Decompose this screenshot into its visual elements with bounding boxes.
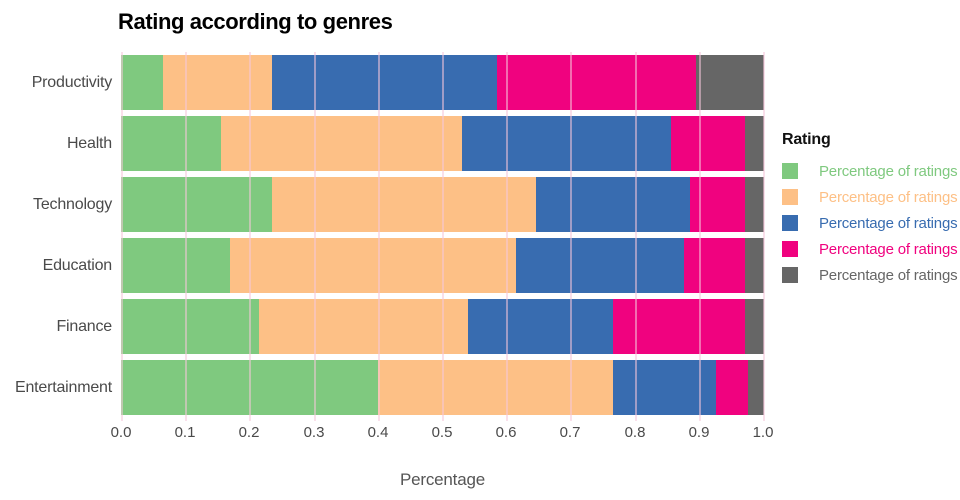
bar-segment <box>744 238 764 293</box>
bar-segment <box>121 299 260 354</box>
bar-segment <box>715 360 748 415</box>
y-axis-label-health: Health <box>66 134 112 152</box>
bar-segment <box>230 238 517 293</box>
bar-segment <box>744 299 764 354</box>
y-axis-label-finance: Finance <box>56 317 112 335</box>
x-tick-label: 0.3 <box>303 424 325 441</box>
y-axis-label-productivity: Productivity <box>31 73 112 91</box>
gridline <box>635 52 637 421</box>
gridline <box>249 52 251 421</box>
legend-label: Percentage of ratings be <box>819 240 960 258</box>
bar-segment <box>259 299 469 354</box>
bar-segment <box>378 360 613 415</box>
bar-segment <box>497 55 697 110</box>
legend-items: Percentage of ratings be Percentage of ra… <box>782 158 960 288</box>
legend: Rating Percentage of ratings bePercentag… <box>782 131 960 288</box>
gridline <box>763 52 765 421</box>
bar-segment <box>272 55 498 110</box>
bar-row-education <box>121 238 764 293</box>
x-tick-label: 0.8 <box>624 424 646 441</box>
x-tick-label: 0.9 <box>688 424 710 441</box>
bar-segment <box>220 116 462 171</box>
legend-label: Percentage of ratings be <box>819 188 960 206</box>
x-tick-label: 0.6 <box>495 424 517 441</box>
bar-segment <box>670 116 745 171</box>
bar-segment <box>612 360 716 415</box>
chart-title: Rating according to genres <box>118 9 393 34</box>
bar-segment <box>121 55 163 110</box>
gridline <box>570 52 572 421</box>
legend-label: Percentage of ratings be <box>819 214 960 232</box>
legend-swatch <box>782 163 798 179</box>
gridline <box>121 52 123 421</box>
bar-row-finance <box>121 299 764 354</box>
bar-segment <box>744 177 764 232</box>
bar-segment <box>468 299 613 354</box>
bar-segment <box>121 238 231 293</box>
plot-area <box>121 52 765 421</box>
bar-row-productivity <box>121 55 764 110</box>
bar-segment <box>461 116 671 171</box>
gridline <box>314 52 316 421</box>
bar-segment <box>121 116 221 171</box>
bar-segment <box>121 177 273 232</box>
x-axis-title: Percentage <box>400 470 485 489</box>
bar-segment <box>744 116 764 171</box>
x-tick-label: 0.4 <box>367 424 389 441</box>
legend-item: Percentage of ratings be <box>782 184 960 210</box>
y-axis-label-technology: Technology <box>33 195 112 213</box>
bar-segment <box>683 238 745 293</box>
legend-swatch <box>782 267 798 283</box>
bar-segment <box>516 238 684 293</box>
legend-item: Percentage of ratings ab <box>782 262 960 288</box>
gridline <box>378 52 380 421</box>
y-axis-label-entertainment: Entertainment <box>14 378 112 396</box>
x-tick-label: 0.0 <box>110 424 132 441</box>
bar-segment <box>162 55 273 110</box>
legend-title: Rating <box>782 131 831 148</box>
legend-swatch <box>782 241 798 257</box>
bar-segment <box>696 55 764 110</box>
legend-label: Percentage of ratings ab <box>819 266 960 284</box>
bar-segment <box>272 177 536 232</box>
legend-label: Percentage of ratings be <box>819 162 960 180</box>
legend-item: Percentage of ratings be <box>782 210 960 236</box>
legend-item: Percentage of ratings be <box>782 158 960 184</box>
y-axis-label-education: Education <box>42 256 113 274</box>
legend-item: Percentage of ratings be <box>782 236 960 262</box>
x-tick-label: 0.2 <box>238 424 260 441</box>
legend-swatch <box>782 215 798 231</box>
gridline <box>185 52 187 421</box>
gridline <box>442 52 444 421</box>
gridline <box>699 52 701 421</box>
bar-segment <box>747 360 764 415</box>
bar-segment <box>612 299 745 354</box>
x-tick-label: 0.7 <box>559 424 581 441</box>
legend-swatch <box>782 189 798 205</box>
x-tick-label: 0.1 <box>174 424 196 441</box>
bar-segment <box>535 177 691 232</box>
gridline <box>506 52 508 421</box>
x-tick-label: 0.5 <box>431 424 453 441</box>
x-tick-label: 1.0 <box>752 424 774 441</box>
